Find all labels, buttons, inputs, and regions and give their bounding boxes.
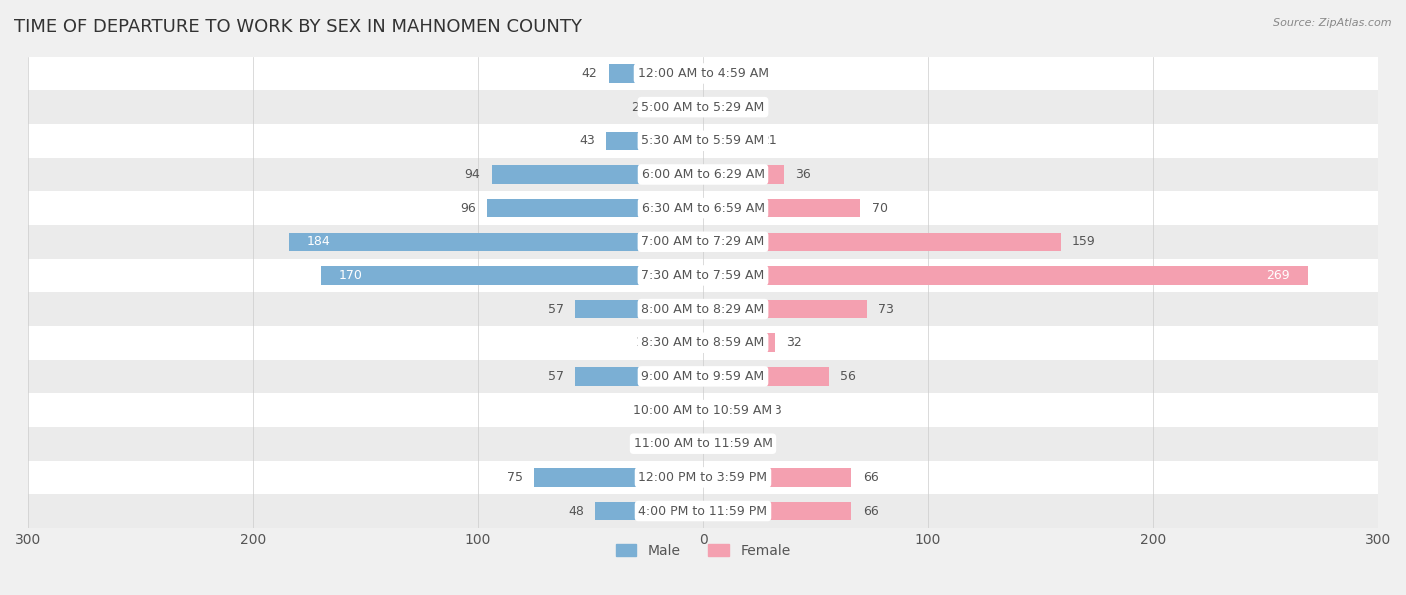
Bar	[28, 124, 1378, 158]
Bar	[28, 359, 1378, 393]
Text: 18: 18	[636, 336, 651, 349]
Text: 184: 184	[307, 235, 330, 248]
Text: 12:00 AM to 4:59 AM: 12:00 AM to 4:59 AM	[637, 67, 769, 80]
Text: 36: 36	[796, 168, 811, 181]
Bar	[492, 165, 703, 184]
Bar	[28, 259, 1378, 292]
Bar	[703, 266, 1308, 284]
Bar	[28, 427, 1378, 461]
Text: 10:00 AM to 10:59 AM: 10:00 AM to 10:59 AM	[634, 403, 772, 416]
Bar	[703, 367, 830, 386]
Bar	[486, 199, 703, 217]
Bar	[703, 165, 785, 184]
Bar	[28, 393, 1378, 427]
Bar	[534, 468, 703, 487]
Text: 66: 66	[863, 471, 879, 484]
Bar	[28, 292, 1378, 326]
Text: 20: 20	[631, 101, 647, 114]
Text: 96: 96	[460, 202, 475, 215]
Bar	[28, 90, 1378, 124]
Text: 94: 94	[464, 168, 481, 181]
Legend: Male, Female: Male, Female	[610, 538, 796, 563]
Text: TIME OF DEPARTURE TO WORK BY SEX IN MAHNOMEN COUNTY: TIME OF DEPARTURE TO WORK BY SEX IN MAHN…	[14, 18, 582, 36]
Text: 56: 56	[841, 370, 856, 383]
Text: 3: 3	[678, 437, 685, 450]
Bar	[28, 158, 1378, 191]
Bar	[321, 266, 703, 284]
Bar	[609, 64, 703, 83]
Text: 70: 70	[872, 202, 887, 215]
Text: 48: 48	[568, 505, 583, 518]
Bar	[703, 64, 737, 83]
Text: 2: 2	[718, 101, 727, 114]
Text: 66: 66	[863, 505, 879, 518]
Text: 5:30 AM to 5:59 AM: 5:30 AM to 5:59 AM	[641, 134, 765, 148]
Bar	[28, 191, 1378, 225]
Text: 269: 269	[1267, 269, 1291, 282]
Bar	[606, 131, 703, 150]
Text: 4:00 PM to 11:59 PM: 4:00 PM to 11:59 PM	[638, 505, 768, 518]
Bar	[703, 333, 775, 352]
Bar	[662, 333, 703, 352]
Text: 5:00 AM to 5:29 AM: 5:00 AM to 5:29 AM	[641, 101, 765, 114]
Bar	[575, 300, 703, 318]
Text: 9:00 AM to 9:59 AM: 9:00 AM to 9:59 AM	[641, 370, 765, 383]
Text: 32: 32	[786, 336, 801, 349]
Bar	[575, 367, 703, 386]
Bar	[703, 233, 1060, 251]
Text: 75: 75	[508, 471, 523, 484]
Bar	[28, 494, 1378, 528]
Bar	[28, 225, 1378, 259]
Text: 8:30 AM to 8:59 AM: 8:30 AM to 8:59 AM	[641, 336, 765, 349]
Text: 8:00 AM to 8:29 AM: 8:00 AM to 8:29 AM	[641, 303, 765, 315]
Text: 12:00 PM to 3:59 PM: 12:00 PM to 3:59 PM	[638, 471, 768, 484]
Bar	[28, 326, 1378, 359]
Text: 9: 9	[664, 403, 672, 416]
Bar	[696, 434, 703, 453]
Text: 159: 159	[1071, 235, 1095, 248]
Bar	[703, 401, 755, 419]
Text: 11:00 AM to 11:59 AM: 11:00 AM to 11:59 AM	[634, 437, 772, 450]
Bar	[595, 502, 703, 520]
Bar	[703, 199, 860, 217]
Text: 23: 23	[766, 403, 782, 416]
Text: 170: 170	[339, 269, 363, 282]
Bar	[703, 502, 852, 520]
Bar	[683, 401, 703, 419]
Bar	[658, 98, 703, 117]
Text: 73: 73	[879, 303, 894, 315]
Text: Source: ZipAtlas.com: Source: ZipAtlas.com	[1274, 18, 1392, 28]
Text: 57: 57	[547, 370, 564, 383]
Bar	[28, 57, 1378, 90]
Text: 7:00 AM to 7:29 AM: 7:00 AM to 7:29 AM	[641, 235, 765, 248]
Bar	[703, 131, 751, 150]
Bar	[703, 98, 707, 117]
Bar	[703, 300, 868, 318]
Text: 7:30 AM to 7:59 AM: 7:30 AM to 7:59 AM	[641, 269, 765, 282]
Text: 43: 43	[579, 134, 595, 148]
Bar	[28, 461, 1378, 494]
Text: 42: 42	[582, 67, 598, 80]
Bar	[703, 468, 852, 487]
Bar	[290, 233, 703, 251]
Text: 6:30 AM to 6:59 AM: 6:30 AM to 6:59 AM	[641, 202, 765, 215]
Text: 57: 57	[547, 303, 564, 315]
Text: 15: 15	[748, 67, 763, 80]
Text: 0: 0	[714, 437, 723, 450]
Text: 21: 21	[762, 134, 778, 148]
Text: 6:00 AM to 6:29 AM: 6:00 AM to 6:29 AM	[641, 168, 765, 181]
